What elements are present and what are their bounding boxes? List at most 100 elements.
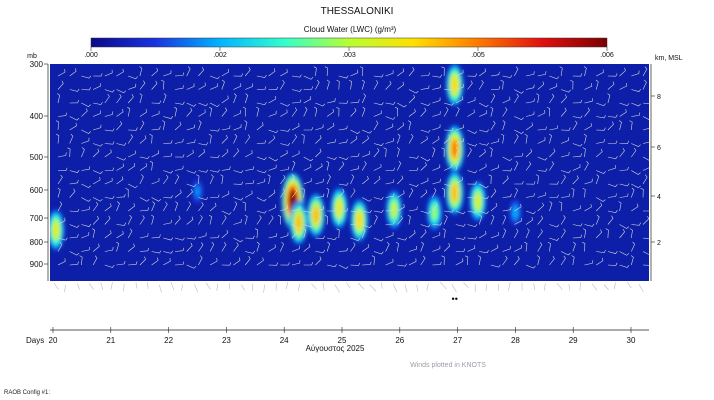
y-tick-label: 800 [30,238,44,247]
wind-barb [267,174,271,185]
wind-barb [336,228,340,239]
wind-barb [93,73,103,77]
wind-barb [596,138,605,144]
wind-barb [514,181,524,185]
wind-barb [420,210,431,214]
wind-barb [583,66,587,77]
wind-barb [373,143,384,146]
wind-barb [104,128,115,132]
wind-barb [116,260,126,266]
wind-barb [361,106,366,117]
wind-barb [502,168,513,172]
wind-barb [561,193,570,198]
wind-barb [631,89,642,92]
wind-barb [582,228,587,239]
wind-barb [256,210,267,214]
wind-barb [326,79,330,90]
wind-barb [338,208,349,212]
surface-wind-barb [568,284,571,291]
wind-barb [56,133,60,144]
wind-barb [104,177,113,185]
wind-barb [280,232,289,239]
wind-barb [350,221,360,225]
wind-barb [81,246,90,252]
lwc-cell [356,211,363,229]
wind-barb [607,81,615,90]
wind-barb [560,251,571,256]
wind-barb [350,129,361,134]
wind-barb [104,89,115,93]
wind-barb [81,232,90,239]
wind-barb [92,243,100,252]
wind-barb [315,235,325,239]
wind-barb [92,148,100,158]
wind-barb [361,228,366,239]
wind-barb [397,215,403,225]
surface-wind-barb [533,283,536,290]
surface-wind-barb [311,283,317,290]
wind-barb [186,170,197,174]
wind-barb [549,224,560,228]
wind-barb [92,197,103,202]
wind-barb [151,67,159,77]
surface-wind-barb [216,283,219,291]
wind-barb [549,148,556,158]
wind-barb [303,228,307,239]
wind-barb [174,189,182,198]
wind-barb [116,176,124,185]
colorbar-tick-label: .002 [213,52,227,59]
wind-barb [642,237,649,240]
y-tick-label: 900 [30,260,44,269]
wind-barb [525,84,535,90]
surface-wind-barb [123,283,125,292]
wind-barb [420,85,430,90]
wind-barb [163,237,174,241]
wind-barb [151,126,161,131]
wind-barb [291,245,300,252]
wind-barb [502,74,513,78]
wind-barb [174,174,180,185]
wind-barb [209,106,213,117]
wind-barb [432,232,441,239]
wind-barb [584,178,593,185]
wind-barb [268,110,277,117]
wind-barb [432,136,440,144]
wind-barb [57,80,64,90]
x-tick-label: 29 [569,336,578,345]
wind-barb [350,242,356,252]
wind-barb [572,241,576,252]
wind-barb [607,262,618,266]
y-tick-label: 600 [30,186,44,195]
wind-barb [81,224,92,227]
surface-wind-barb [381,282,383,289]
wind-barb [500,79,504,90]
wind-barb [163,258,171,266]
wind-barb [92,228,96,239]
wind-barb [291,205,301,212]
lwc-cell [451,139,459,159]
wind-barb [525,111,535,117]
wind-barb [373,196,384,200]
wind-barb [583,133,587,144]
wind-barb [546,107,550,117]
wind-barb [81,166,91,171]
wind-barb [618,120,622,131]
wind-barb [479,183,489,189]
surface-wind-barb [591,283,598,291]
wind-barb [385,138,394,144]
y-tick-label: 400 [30,112,44,121]
wind-barb [81,75,92,79]
wind-barb [420,136,428,144]
wind-barb [561,89,571,93]
wind-barb [256,140,267,144]
wind-barb [489,147,493,158]
wind-barb [315,215,322,225]
wind-barb [268,96,276,104]
surface-wind-barb [88,283,94,290]
wind-barb [467,73,477,77]
wind-barb [443,135,451,144]
wind-barb [549,125,558,131]
wind-barb [268,215,274,225]
wind-barb [514,187,518,198]
wind-barb [104,246,114,252]
